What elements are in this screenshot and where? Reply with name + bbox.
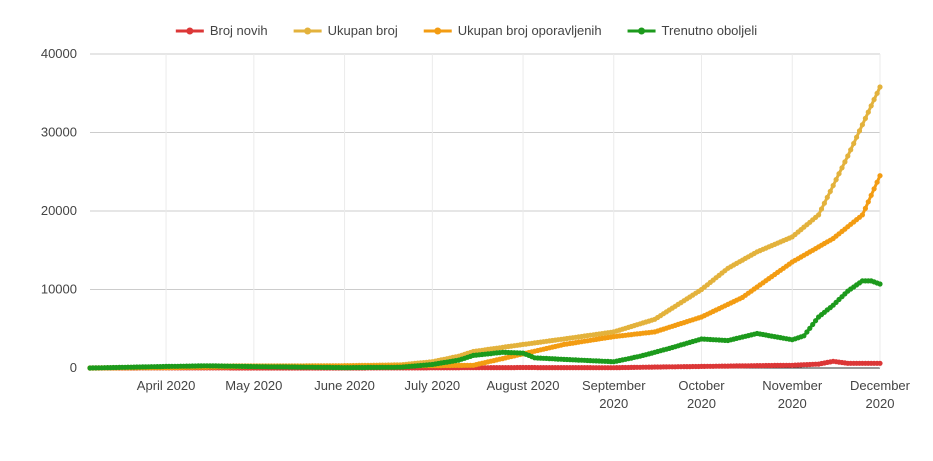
y-tick-label: 20000 [41,203,77,218]
data-point [862,115,869,121]
series-ukupan-broj-oporavljenih [87,173,883,371]
series-layer [87,84,883,371]
data-point [813,318,819,324]
legend-item-ukupan-broj[interactable]: Ukupan broj [293,23,398,38]
data-point [877,281,883,287]
y-axis: 0 10000 20000 30000 40000 [41,46,77,375]
legend-marker-dot [638,27,646,35]
legend-label: Broj novih [210,23,268,38]
data-point [865,199,871,205]
data-point [836,171,842,177]
data-point [848,147,854,153]
grid [90,53,881,369]
data-point [874,179,880,185]
data-point [868,192,874,198]
data-point [845,153,851,159]
data-point [842,159,848,165]
x-tick-label: June 2020 [314,378,375,393]
legend-item-ukupan-broj-oporavljenih[interactable]: Ukupan broj oporavljenih [423,23,602,38]
x-tick-label: October 2020 [678,378,725,411]
data-point [877,84,883,90]
x-tick-label: December 2020 [850,378,911,411]
data-point [839,165,845,171]
y-tick-label: 40000 [41,46,77,61]
legend-marker-dot [434,27,442,35]
x-tick-label: July 2020 [405,378,461,393]
data-point [818,206,825,212]
legend-marker-dot [186,27,194,35]
legend-label: Trenutno oboljeli [662,23,758,38]
y-tick-label: 30000 [41,125,77,140]
data-point [871,96,877,103]
legend-marker-dot [304,27,312,35]
legend: Broj novih Ukupan broj Ukupan broj oporavl… [175,23,758,38]
legend-item-trenutno-oboljeli[interactable]: Trenutno oboljeli [627,23,758,38]
data-point [859,212,866,218]
legend-label: Ukupan broj [328,23,398,38]
y-tick-label: 10000 [41,282,77,297]
series-trenutno-oboljeli [87,278,883,371]
y-tick-label: 0 [70,360,77,375]
data-point [856,128,863,134]
data-point [862,205,869,211]
x-tick-label: April 2020 [137,378,196,393]
data-point [851,140,857,147]
data-point [827,188,833,194]
data-point [865,109,871,115]
data-point [868,103,874,109]
data-point [854,134,860,140]
data-point [810,321,816,328]
series-ukupan-broj [87,84,883,371]
x-tick-label: September 2020 [582,378,646,411]
data-point [816,212,822,218]
data-point [877,173,883,179]
data-point [807,325,813,331]
x-tick-label: August 2020 [487,378,560,393]
data-point [804,329,810,335]
data-point [871,186,877,192]
data-point [830,182,836,189]
data-point [859,122,866,128]
data-point [833,177,839,183]
series-line [90,175,882,370]
data-point [877,360,883,366]
x-axis: April 2020 May 2020 June 2020 July 2020 Augu… [137,378,911,411]
series-line [90,86,882,370]
data-point [801,333,807,339]
x-tick-label: May 2020 [225,378,282,393]
data-point [824,194,830,200]
legend-item-broj-novih[interactable]: Broj novih [175,23,268,38]
data-point [821,200,828,206]
data-point [874,90,880,96]
x-tick-label: November 2020 [762,378,823,411]
legend-label: Ukupan broj oporavljenih [458,23,602,38]
